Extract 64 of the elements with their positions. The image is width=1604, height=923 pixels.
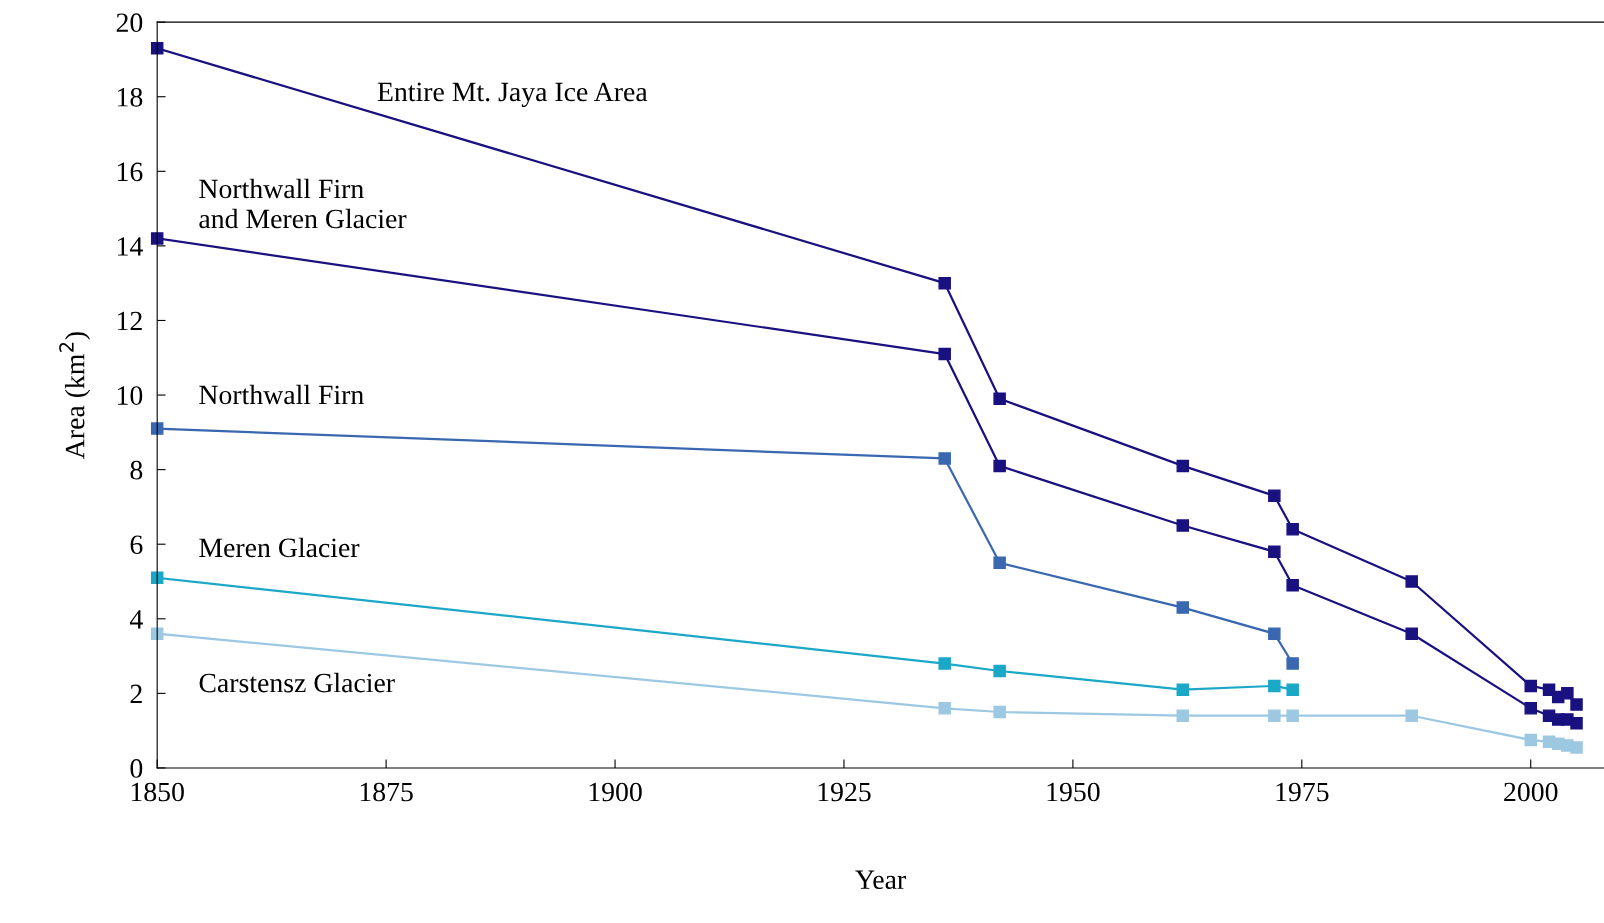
y-tick-label: 8 [130,460,143,480]
y-tick-label: 14 [117,237,143,256]
point [1405,575,1418,588]
x-axis-title: Year [855,870,906,890]
y-tick-label: 10 [117,386,143,405]
point [993,392,1006,406]
x-tick-label: 2000 [1504,782,1558,802]
point [993,459,1006,473]
point [1176,519,1190,532]
point [1176,601,1190,614]
point [1176,683,1190,696]
y-tick-label: 4 [129,610,143,629]
point [993,705,1006,719]
y-tick-label: 18 [117,87,143,107]
x-tick-label: 1950 [1047,782,1100,802]
point [1524,679,1538,693]
x-tick-label: 1900 [589,782,642,802]
series-label: Meren Glacier [199,537,360,558]
point [993,664,1006,678]
y-tick-label: 16 [117,162,143,182]
point [1570,716,1583,730]
point [938,347,951,361]
point [938,276,951,290]
point [1405,627,1418,640]
x-tick-label: 1925 [818,782,871,802]
series-label: Northwall Firn [199,384,364,405]
point [1268,489,1281,502]
point [150,42,164,55]
point [938,452,951,465]
y-tick-label: 12 [117,311,142,331]
y-tick-label: 6 [130,535,143,555]
point [938,702,951,715]
point [1286,578,1299,592]
point [1268,627,1281,640]
y-tick-label: 0 [130,759,143,778]
y-tick-label: 2 [130,684,142,703]
point [150,232,164,245]
x-tick-label: 1850 [131,782,184,802]
point [1268,709,1281,722]
point [1286,709,1299,722]
point [1570,698,1583,711]
point [1570,741,1583,754]
x-tick-label: 1975 [1276,782,1329,802]
point [1176,459,1190,473]
point [1524,702,1538,715]
point [1561,687,1574,700]
point [1524,733,1538,747]
point [1286,523,1299,536]
point [1268,679,1281,693]
point [938,657,951,670]
point [150,627,164,640]
point [993,556,1006,570]
x-tick-label: 1875 [360,782,413,802]
series-label: Northwall Firn and Meren Glacier [199,178,407,229]
y-tick-label: 20 [116,13,143,33]
y-axis-title: Area (km$^{2}$) [59,332,91,459]
point [1176,709,1190,722]
point [1268,545,1281,558]
series-label: Entire Mt. Jaya Ice Area [377,82,648,108]
point [1286,657,1299,670]
point [1405,709,1418,722]
series-label: Carstensz Glacier [199,672,395,693]
point [1286,683,1299,696]
point [150,422,164,435]
